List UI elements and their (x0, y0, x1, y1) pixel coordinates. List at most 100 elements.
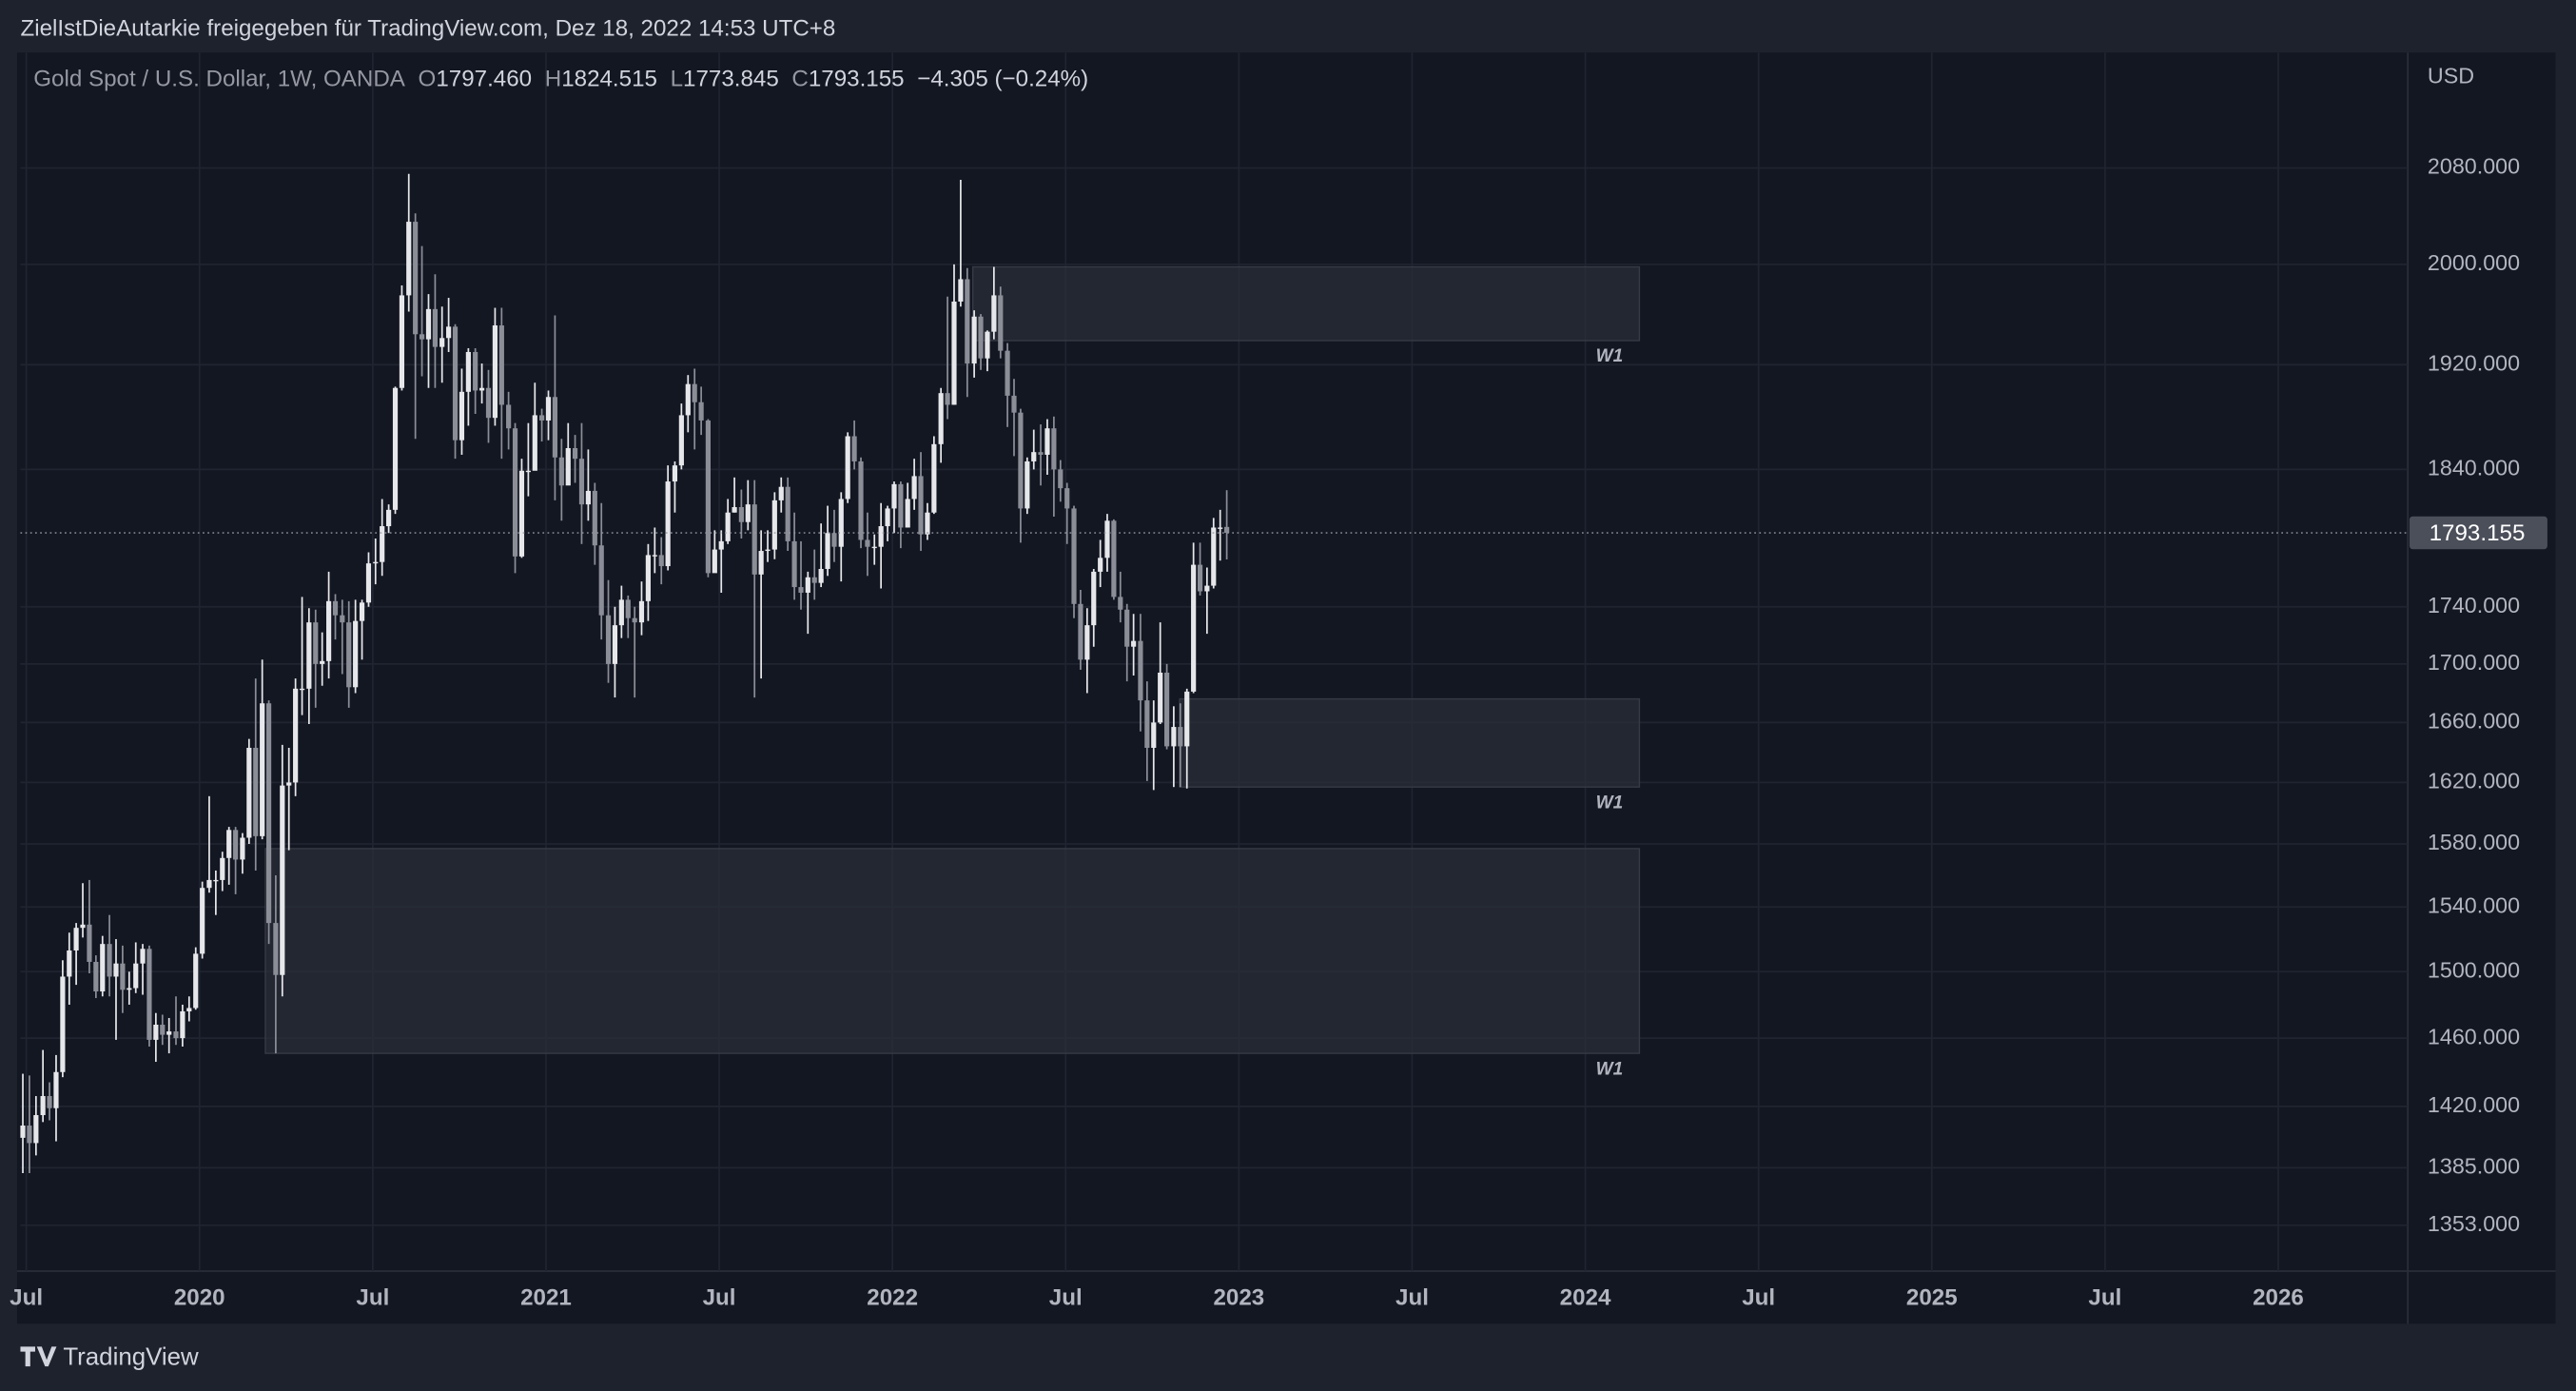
x-tick-label: 2023 (1213, 1285, 1264, 1311)
candle-body (638, 600, 645, 623)
candle-body (67, 950, 72, 977)
candle-body (359, 602, 365, 621)
candle-body (1051, 428, 1057, 470)
candle-body (751, 504, 757, 575)
candle-body (193, 953, 199, 1009)
candle-body (73, 928, 79, 950)
zone-label: W1 (1596, 1059, 1623, 1079)
candle-body (818, 568, 824, 583)
candle-body (712, 549, 717, 574)
candle-body (1011, 395, 1017, 413)
candle-body (558, 457, 564, 486)
candle-body (286, 782, 292, 786)
y-tick-label: 1420.000 (2428, 1092, 2520, 1117)
share-header: ZielIstDieAutarkie freigegeben für Tradi… (20, 15, 835, 41)
x-tick-label: Jul (703, 1285, 736, 1311)
candle-body (1111, 520, 1117, 598)
chart-pane (17, 52, 2556, 1324)
candle-body (478, 387, 485, 391)
candle-body (552, 397, 558, 458)
candle-body (465, 351, 471, 392)
x-tick-label: Jul (2088, 1285, 2121, 1311)
candle-body (885, 508, 890, 527)
candle-body (931, 443, 937, 513)
candle-body (1211, 527, 1217, 586)
candle-body (572, 448, 578, 460)
candle-body (758, 551, 764, 575)
candle-body (1124, 609, 1130, 647)
x-tick-label: 2025 (1906, 1285, 1958, 1311)
candle-body (1005, 350, 1010, 396)
candle-body (299, 688, 305, 691)
candle-body (492, 325, 498, 419)
candle-body (705, 420, 711, 574)
candle-body (206, 879, 212, 889)
candle-body (107, 944, 112, 977)
candle-body (153, 1025, 159, 1040)
candle-body (978, 316, 984, 359)
candle-body (1178, 727, 1183, 747)
candle-body (1091, 571, 1097, 626)
candle-body (180, 1010, 185, 1039)
candle-body (20, 1126, 26, 1138)
candle-body (971, 316, 977, 364)
candle-body (320, 660, 325, 664)
candle-body (200, 888, 205, 954)
candle-body (951, 301, 957, 405)
candle-body (612, 625, 618, 664)
brand-logo (20, 1346, 57, 1367)
candle-body (113, 963, 119, 977)
brand: TradingView (20, 1343, 199, 1370)
x-tick-label: Jul (1049, 1285, 1083, 1311)
candle-body (525, 470, 531, 473)
candle-body (498, 325, 504, 405)
candle-body (266, 703, 272, 924)
candle-body (313, 622, 319, 664)
candle-body (446, 326, 452, 339)
candle-body (1218, 527, 1223, 529)
candle-body (246, 747, 252, 838)
ohlc-label: O (419, 67, 437, 92)
candle-body (365, 563, 372, 603)
candle-body (1158, 673, 1163, 723)
candle-body (825, 533, 830, 569)
candle-body (392, 387, 399, 510)
candle-body (213, 879, 219, 882)
candle-body (419, 334, 425, 340)
candle-body (605, 615, 612, 664)
candle-body (898, 483, 904, 528)
candle-body (911, 476, 917, 500)
candle-body (233, 830, 239, 860)
ohlc-value: 1824.515 (561, 67, 657, 92)
candle-body (47, 1096, 52, 1108)
candle-body (692, 383, 697, 402)
candle-body (293, 688, 299, 783)
candle-body (538, 415, 545, 421)
y-tick-label: 1385.000 (2428, 1154, 2520, 1179)
candle-body (1118, 597, 1123, 610)
candle-body (592, 490, 597, 546)
x-tick-label: 2020 (174, 1285, 225, 1311)
candle-body (785, 486, 790, 541)
candles (20, 173, 2409, 1174)
candle-body (326, 600, 332, 661)
currency-label: USD (2428, 63, 2474, 88)
candle-body (698, 402, 704, 421)
y-tick-label: 1580.000 (2428, 830, 2520, 854)
candle-body (1025, 460, 1030, 509)
symbol: Gold Spot / U.S. Dollar, 1W, OANDA (33, 67, 406, 92)
ohlc-value: 1797.460 (436, 67, 532, 92)
candle-body (353, 620, 359, 688)
candle-body (745, 504, 751, 522)
candle-body (332, 600, 339, 616)
y-tick-label: 2000.000 (2428, 250, 2520, 275)
candle-body (280, 785, 285, 975)
candle-body (632, 617, 637, 623)
candle-body (918, 476, 924, 535)
candle-body (506, 404, 512, 429)
candle-body (685, 383, 691, 416)
candle-body (625, 599, 631, 618)
candle-body (1018, 412, 1024, 509)
candle-body (985, 331, 990, 359)
